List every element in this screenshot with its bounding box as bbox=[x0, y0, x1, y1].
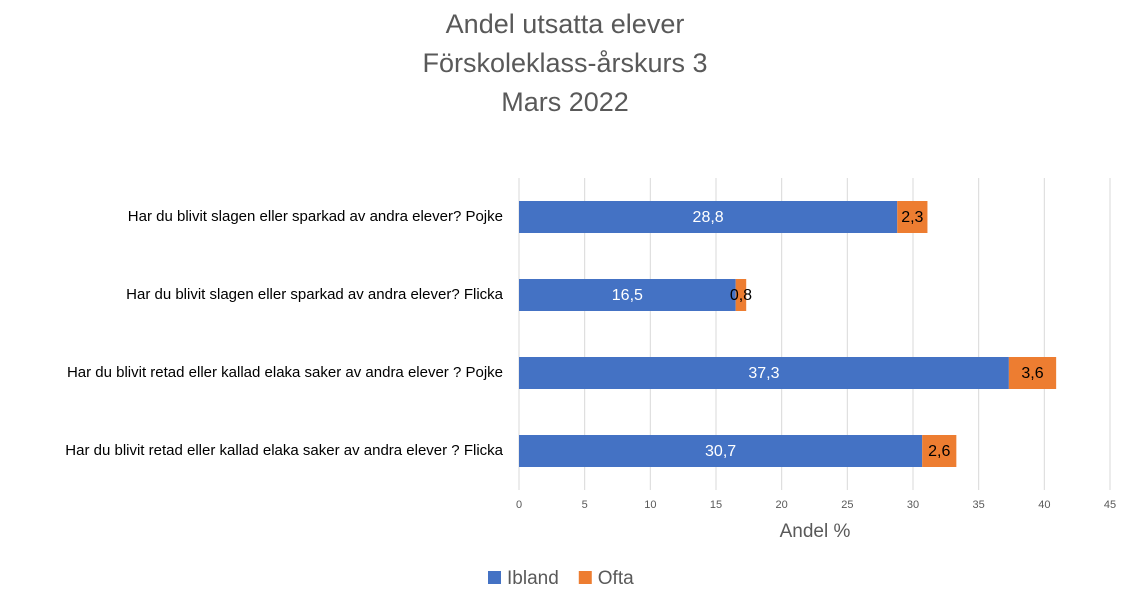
x-tick-label: 35 bbox=[973, 499, 985, 511]
x-tick-label: 40 bbox=[1038, 499, 1050, 511]
y-tick-label: Har du blivit retad eller kallad elaka s… bbox=[65, 442, 503, 459]
x-tick-label: 15 bbox=[710, 499, 722, 511]
y-tick-label: Har du blivit retad eller kallad elaka s… bbox=[67, 364, 503, 381]
legend-swatch bbox=[578, 571, 592, 584]
legend-label: Ofta bbox=[598, 568, 634, 589]
bar bbox=[519, 357, 1009, 389]
data-label: 37,3 bbox=[748, 365, 779, 382]
data-label: 3,6 bbox=[1021, 365, 1043, 382]
data-label: 16,5 bbox=[612, 287, 643, 304]
legend-swatch bbox=[488, 571, 501, 584]
data-label: 30,7 bbox=[705, 443, 736, 460]
data-label: 0,8 bbox=[730, 287, 752, 304]
chart-title: Mars 2022 bbox=[501, 87, 629, 117]
bar bbox=[519, 201, 898, 233]
x-tick-label: 10 bbox=[644, 499, 656, 511]
data-label: 2,6 bbox=[928, 443, 950, 460]
x-tick-label: 45 bbox=[1104, 499, 1116, 511]
bar bbox=[922, 435, 957, 467]
x-tick-label: 20 bbox=[776, 499, 788, 511]
legend-label: Ibland bbox=[507, 568, 559, 589]
chart-title: Förskoleklass-årskurs 3 bbox=[422, 48, 707, 78]
x-tick-label: 30 bbox=[907, 499, 919, 511]
bar bbox=[897, 201, 928, 233]
bar bbox=[1008, 357, 1057, 389]
bar bbox=[735, 279, 747, 311]
chart-title: Andel utsatta elever bbox=[446, 9, 685, 39]
x-tick-label: 0 bbox=[516, 499, 522, 511]
bar bbox=[519, 435, 923, 467]
bar bbox=[519, 279, 736, 311]
data-label: 2,3 bbox=[901, 209, 923, 226]
y-tick-label: Har du blivit slagen eller sparkad av an… bbox=[126, 286, 504, 303]
y-tick-label: Har du blivit slagen eller sparkad av an… bbox=[128, 208, 503, 225]
data-label: 28,8 bbox=[693, 209, 724, 226]
x-tick-label: 5 bbox=[582, 499, 588, 511]
x-tick-label: 25 bbox=[841, 499, 853, 511]
x-axis-label: Andel % bbox=[780, 521, 851, 542]
